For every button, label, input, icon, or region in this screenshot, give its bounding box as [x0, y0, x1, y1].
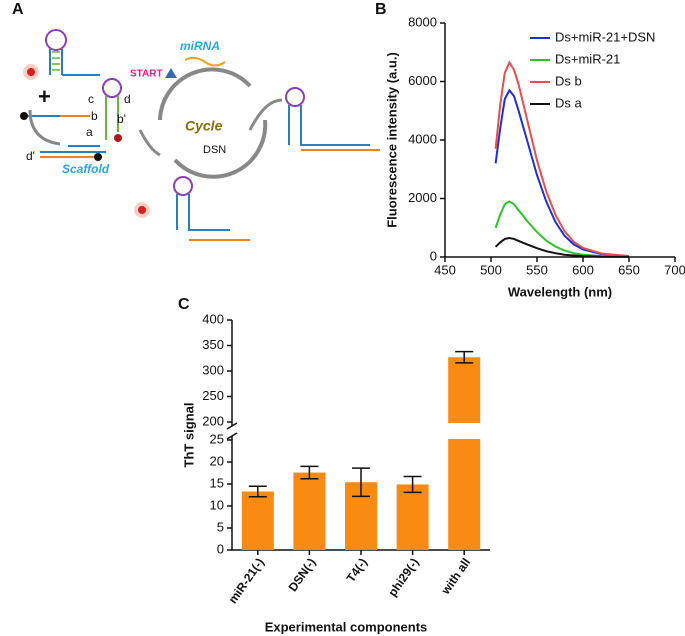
y-tick-label: 6000: [408, 73, 437, 88]
x-tick-label: DSN(-): [286, 556, 319, 595]
y-tick-label: 15: [210, 475, 224, 490]
y-tick-label: 20: [210, 453, 224, 468]
error-bar: [455, 350, 474, 364]
hairpin-stem: [49, 49, 100, 76]
product-strand: [288, 105, 370, 146]
plus: +: [38, 84, 51, 109]
strand-label: b: [91, 109, 98, 123]
intermediate-strand: [176, 194, 230, 231]
y-axis-title: Fluorescence intensity (a.u.): [384, 52, 399, 228]
legend-label: Ds a: [555, 95, 583, 110]
base-pairs: [52, 51, 60, 71]
y-tick-label: 8000: [408, 14, 437, 29]
fluorophore: [138, 206, 146, 214]
quencher: [20, 112, 28, 120]
y-tick-label: 10: [210, 497, 224, 512]
bar: [241, 491, 274, 550]
y-tick-label: 300: [202, 362, 224, 377]
error-bar: [403, 475, 422, 494]
bar: [293, 472, 326, 550]
panel-a: A + a b c d b' d' Scaffold miRNA START: [12, 1, 380, 241]
fluorophore: [27, 68, 35, 76]
x-tick-label: 550: [526, 262, 548, 277]
scaffold-label: Scaffold: [62, 162, 110, 176]
arrow: [28, 109, 61, 146]
x-tick-label: 650: [618, 262, 640, 277]
series-line: [494, 236, 630, 258]
x-tick-label: 600: [572, 262, 594, 277]
y-tick-label: 4000: [408, 131, 437, 146]
x-tick-label: 700: [664, 262, 685, 277]
bar: [448, 357, 481, 550]
quencher: [114, 134, 122, 142]
x-tick-label: 450: [434, 262, 456, 277]
y-axis-title: ThT signal: [181, 403, 196, 468]
axis-break: [226, 422, 238, 440]
arrow: [248, 98, 283, 131]
y-tick-label: 5: [217, 519, 224, 534]
legend-label: Ds b: [555, 73, 582, 88]
series-line: [494, 200, 630, 258]
quencher: [94, 153, 102, 161]
x-axis-title: Experimental components: [265, 619, 428, 634]
start-marker: [165, 68, 177, 78]
cycle-arrow: [173, 119, 268, 179]
hairpin-loop: [285, 87, 305, 107]
x-tick-label: with all: [438, 556, 473, 598]
y-tick-label: 0: [430, 248, 437, 263]
enzyme-label: DSN: [203, 144, 226, 156]
error-bar: [352, 467, 370, 498]
y-tick-label: 0: [217, 541, 224, 556]
hairpin-loop: [173, 176, 193, 196]
x-tick-label: phi29(-): [385, 556, 421, 600]
y-tick-label: 200: [202, 413, 224, 428]
hairpin-loop: [45, 29, 67, 51]
scaffold-stem: [105, 96, 119, 140]
panel-label: C: [178, 296, 190, 313]
x-tick-label: T4(-): [344, 556, 370, 585]
x-tick-label: 500: [480, 262, 502, 277]
y-tick-label: 25: [210, 431, 224, 446]
error-bar: [300, 465, 319, 480]
mirna-strand: [184, 56, 226, 67]
arrow: [138, 129, 161, 157]
panel-label: A: [12, 1, 24, 18]
error-bar: [248, 485, 267, 498]
start-label: START: [130, 69, 163, 80]
y-tick-label: 2000: [408, 190, 437, 205]
series-line: [494, 60, 630, 258]
y-tick-label: 400: [202, 311, 224, 326]
panel-label: B: [375, 1, 387, 18]
y-tick-label: 350: [202, 337, 224, 352]
x-axis-title: Wavelength (nm): [508, 284, 612, 299]
bar: [396, 484, 429, 550]
series-line: [494, 88, 630, 258]
strand-label: a: [86, 125, 93, 139]
cycle-arrow: [158, 67, 252, 121]
scaffold-strand: [40, 145, 106, 153]
hairpin-loop: [102, 78, 122, 98]
strand-label: c: [88, 92, 94, 106]
x-tick-label: miR-21(-): [226, 556, 267, 607]
strand-label: d': [26, 149, 35, 163]
break-gap: [447, 423, 482, 439]
strand-label: b': [117, 112, 126, 126]
strand-label: d: [124, 92, 131, 106]
legend-label: Ds+miR-21: [555, 51, 620, 66]
cycle-label: Cycle: [185, 118, 223, 134]
mirna-label: miRNA: [180, 39, 220, 53]
y-tick-label: 250: [202, 388, 224, 403]
legend-label: Ds+miR-21+DSN: [555, 29, 655, 44]
